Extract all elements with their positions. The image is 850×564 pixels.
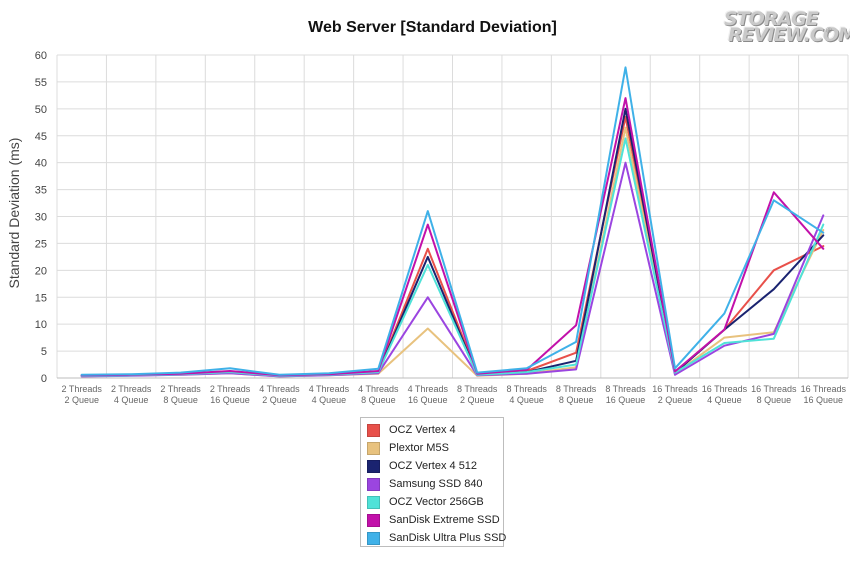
x-tick-label: 16 Threads 2 Queue [652, 384, 698, 405]
y-tick-label: 5 [41, 346, 47, 358]
logo-text-line2: REVIEW.COM [728, 24, 850, 46]
legend-item: OCZ Vector 256GB [367, 494, 484, 510]
x-tick-label: 4 Threads 2 Queue [259, 384, 300, 405]
chart-title: Web Server [Standard Deviation] [308, 19, 557, 36]
y-tick-label: 35 [35, 185, 47, 197]
series-line-6 [80, 66, 825, 376]
x-tick-label: 8 Threads 16 Queue [605, 384, 646, 405]
legend-item: OCZ Vertex 4 512 [367, 458, 477, 474]
legend-swatch [367, 459, 380, 473]
y-tick-label: 50 [35, 104, 47, 116]
legend-item: SanDisk Extreme SSD [367, 512, 500, 528]
x-tick-label: 16 Threads 4 Queue [702, 384, 748, 405]
y-axis-label: Standard Deviation (ms) [6, 137, 22, 289]
y-tick-label: 45 [35, 131, 47, 143]
legend-label: SanDisk Ultra Plus SSD [389, 532, 507, 544]
legend-swatch [367, 423, 380, 437]
legend-label: Samsung SSD 840 [389, 478, 483, 490]
legend-swatch [367, 531, 380, 545]
y-tick-label: 0 [41, 373, 47, 385]
x-tick-label: 16 Threads 8 Queue [751, 384, 797, 405]
x-tick-label: 16 Threads 16 Queue [801, 384, 847, 405]
x-tick-label: 8 Threads 4 Queue [506, 384, 547, 405]
legend-item: SanDisk Ultra Plus SSD [367, 530, 506, 546]
legend-swatch [367, 477, 380, 491]
series-line-5 [80, 97, 825, 377]
x-tick-label: 4 Threads 4 Queue [309, 384, 350, 405]
y-tick-label: 20 [35, 265, 47, 277]
chart-legend: OCZ Vertex 4 Plextor M5S OCZ Vertex 4 512 S… [360, 417, 506, 547]
legend-label: OCZ Vertex 4 512 [389, 460, 478, 472]
x-tick-label: 2 Threads 2 Queue [62, 384, 103, 405]
x-tick-label: 2 Threads 16 Queue [210, 384, 251, 405]
x-tick-label: 4 Threads 8 Queue [358, 384, 399, 405]
y-tick-label: 15 [35, 292, 47, 304]
x-tick-label: 4 Threads 16 Queue [408, 384, 449, 405]
legend-swatch [367, 441, 380, 455]
y-tick-label: 30 [35, 212, 47, 224]
legend-label: SanDisk Extreme SSD [389, 514, 500, 526]
x-tick-label: 8 Threads 2 Queue [457, 384, 498, 405]
legend-item: Samsung SSD 840 [367, 476, 483, 492]
x-tick-label: 2 Threads 8 Queue [160, 384, 201, 405]
legend-label: OCZ Vertex 4 [389, 424, 456, 436]
y-tick-label: 40 [35, 158, 47, 170]
legend-swatch [367, 513, 380, 527]
x-tick-label: 8 Threads 8 Queue [556, 384, 597, 405]
x-tick-label: 2 Threads 4 Queue [111, 384, 152, 405]
legend-label: OCZ Vector 256GB [389, 496, 484, 508]
y-tick-label: 10 [35, 319, 47, 331]
y-tick-label: 55 [35, 77, 47, 89]
logo-text-line1: STORAGE [724, 8, 819, 30]
y-tick-label: 25 [35, 238, 47, 250]
legend-item: OCZ Vertex 4 [367, 422, 456, 438]
legend-label: Plextor M5S [389, 442, 449, 454]
y-tick-label: 60 [35, 50, 47, 62]
storagereview-logo: STORAGE REVIEW.COM ® [722, 8, 850, 48]
legend-swatch [367, 495, 380, 509]
logo-registered-mark: ® [826, 26, 832, 35]
legend-item: Plextor M5S [367, 440, 449, 456]
